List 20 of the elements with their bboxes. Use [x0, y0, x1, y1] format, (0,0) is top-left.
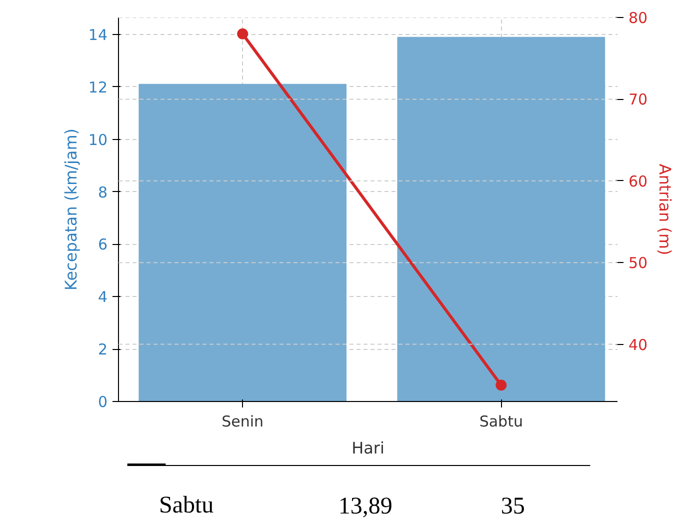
y-tick-label: 4 — [98, 288, 108, 306]
y2-tick-label: 80 — [628, 9, 648, 27]
y2-tick-label: 60 — [628, 172, 648, 190]
y-tick-label: 0 — [98, 393, 108, 411]
y2-tick-label: 50 — [628, 254, 648, 272]
y2-tick-label: 70 — [628, 90, 648, 109]
x-axis-title: Hari — [352, 438, 384, 458]
text: 13,89 — [338, 494, 392, 520]
y-tick-label: 8 — [98, 183, 108, 202]
y-axis-title: Kecepatan (km/jam) — [61, 128, 80, 291]
y-tick-label: 6 — [98, 236, 108, 254]
y-tick-label: 14 — [88, 26, 108, 44]
text: Sabtu — [158, 492, 214, 518]
y-tick-label: 2 — [98, 340, 108, 359]
y2-axis-title: Antrian (m) — [656, 164, 675, 256]
y-tick-label: 12 — [88, 78, 108, 96]
x-tick-label: Senin — [222, 412, 264, 430]
y-tick-label: 10 — [88, 130, 108, 149]
text: 35 — [500, 494, 525, 520]
y2-tick-label: 40 — [628, 336, 648, 354]
